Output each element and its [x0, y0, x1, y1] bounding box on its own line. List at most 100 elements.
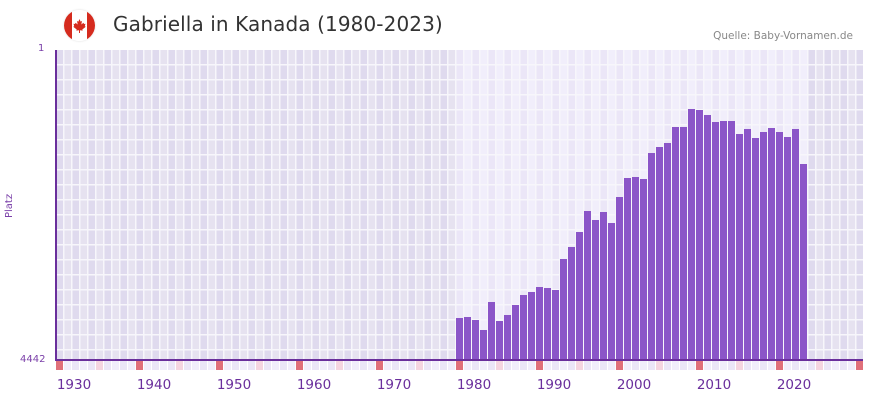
- decade-marker: [296, 361, 303, 370]
- page-title: Gabriella in Kanada (1980-2023): [113, 12, 443, 36]
- year-marker: [336, 361, 343, 370]
- y-axis-line: [55, 50, 57, 361]
- bar-2013[interactable]: [720, 121, 727, 360]
- year-marker: [576, 361, 583, 370]
- year-marker: [176, 361, 183, 370]
- y-axis-title: Platz: [4, 193, 15, 218]
- bar-2018[interactable]: [760, 132, 767, 360]
- bar-1999[interactable]: [608, 223, 615, 360]
- bar-1984[interactable]: [488, 302, 495, 360]
- bar-2003[interactable]: [640, 179, 647, 360]
- year-marker: [192, 361, 199, 370]
- bar-2002[interactable]: [632, 177, 639, 360]
- x-tick-1960: 1960: [296, 377, 332, 393]
- bar-1980[interactable]: [456, 318, 463, 360]
- bar-2019[interactable]: [768, 128, 775, 360]
- year-marker: [712, 361, 719, 370]
- bar-1994[interactable]: [568, 247, 575, 360]
- year-marker: [504, 361, 511, 370]
- year-marker: [448, 361, 455, 370]
- year-marker: [88, 361, 95, 370]
- year-marker: [664, 361, 671, 370]
- year-marker: [608, 361, 615, 370]
- decade-marker: [776, 361, 783, 370]
- year-marker: [768, 361, 775, 370]
- bar-2007[interactable]: [672, 127, 679, 360]
- bar-2008[interactable]: [680, 127, 687, 360]
- year-marker: [744, 361, 751, 370]
- decade-marker: [696, 361, 703, 370]
- bar-2004[interactable]: [648, 153, 655, 360]
- bar-2014[interactable]: [728, 121, 735, 360]
- bar-1998[interactable]: [600, 212, 607, 360]
- year-marker: [704, 361, 711, 370]
- bar-2021[interactable]: [784, 137, 791, 360]
- year-marker: [432, 361, 439, 370]
- year-marker: [272, 361, 279, 370]
- year-marker: [104, 361, 111, 370]
- year-marker: [312, 361, 319, 370]
- year-marker: [328, 361, 335, 370]
- bar-1987[interactable]: [512, 305, 519, 360]
- bar-2022[interactable]: [792, 129, 799, 360]
- x-axis-line: [55, 359, 863, 361]
- year-marker: [360, 361, 367, 370]
- x-tick-2000: 2000: [616, 377, 652, 393]
- bar-1992[interactable]: [552, 290, 559, 360]
- year-marker: [64, 361, 71, 370]
- year-marker: [280, 361, 287, 370]
- year-marker: [496, 361, 503, 370]
- year-marker: [240, 361, 247, 370]
- bar-2017[interactable]: [752, 138, 759, 360]
- bar-2020[interactable]: [776, 132, 783, 360]
- bar-2001[interactable]: [624, 178, 631, 360]
- bar-1982[interactable]: [472, 320, 479, 360]
- canada-flag-icon: [64, 10, 95, 41]
- bar-1990[interactable]: [536, 287, 543, 360]
- bar-1988[interactable]: [520, 295, 527, 360]
- bar-2023[interactable]: [800, 164, 807, 360]
- bar-1985[interactable]: [496, 321, 503, 360]
- bar-1996[interactable]: [584, 211, 591, 360]
- year-marker: [544, 361, 551, 370]
- year-marker: [520, 361, 527, 370]
- year-marker: [144, 361, 151, 370]
- year-marker: [592, 361, 599, 370]
- year-marker: [304, 361, 311, 370]
- bar-2005[interactable]: [656, 147, 663, 360]
- bar-1991[interactable]: [544, 288, 551, 360]
- bar-2010[interactable]: [696, 110, 703, 360]
- decade-marker: [56, 361, 63, 370]
- bar-2000[interactable]: [616, 197, 623, 360]
- x-tick-1970: 1970: [376, 377, 412, 393]
- year-marker: [728, 361, 735, 370]
- bar-1983[interactable]: [480, 330, 487, 360]
- x-tick-1950: 1950: [216, 377, 252, 393]
- year-marker: [848, 361, 855, 370]
- year-marker: [832, 361, 839, 370]
- year-marker: [352, 361, 359, 370]
- year-marker: [320, 361, 327, 370]
- year-marker: [424, 361, 431, 370]
- bar-2015[interactable]: [736, 134, 743, 360]
- bar-1989[interactable]: [528, 292, 535, 360]
- x-tick-1980: 1980: [456, 377, 492, 393]
- bar-2012[interactable]: [712, 122, 719, 360]
- bar-2016[interactable]: [744, 129, 751, 360]
- bar-1997[interactable]: [592, 220, 599, 360]
- x-tick-1930: 1930: [56, 377, 92, 393]
- bar-1986[interactable]: [504, 315, 511, 360]
- bar-2011[interactable]: [704, 115, 711, 360]
- bar-1993[interactable]: [560, 259, 567, 360]
- chart-grid: [56, 50, 863, 360]
- year-marker: [472, 361, 479, 370]
- bar-2009[interactable]: [688, 109, 695, 360]
- bar-1981[interactable]: [464, 317, 471, 360]
- decade-marker: [136, 361, 143, 370]
- bar-1995[interactable]: [576, 232, 583, 360]
- year-marker: [624, 361, 631, 370]
- year-marker: [384, 361, 391, 370]
- year-marker: [584, 361, 591, 370]
- bar-2006[interactable]: [664, 143, 671, 360]
- year-marker: [656, 361, 663, 370]
